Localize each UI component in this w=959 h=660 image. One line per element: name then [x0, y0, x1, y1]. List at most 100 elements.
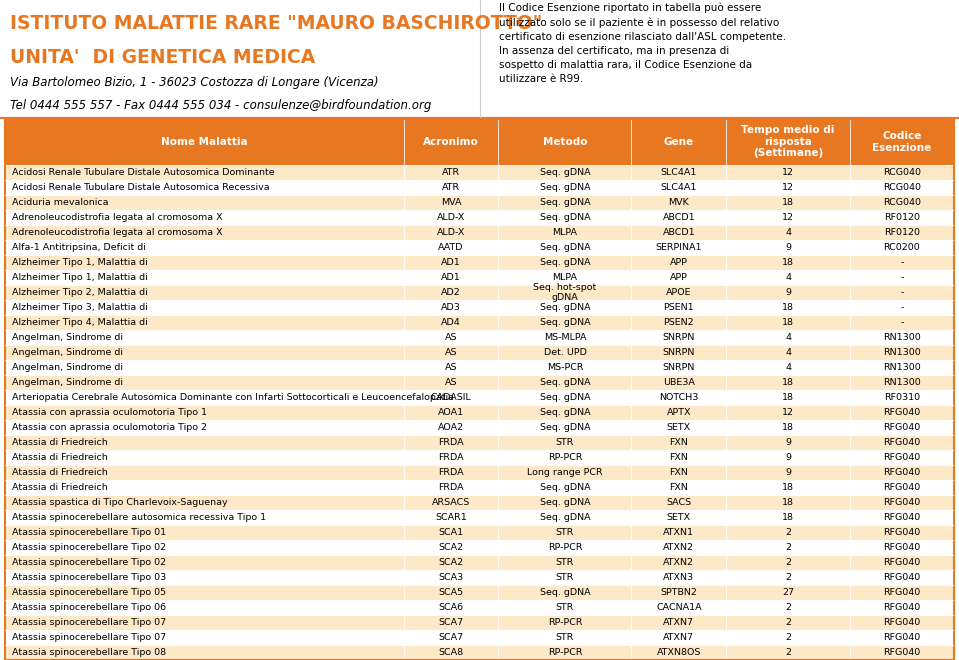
- Text: 2: 2: [785, 573, 791, 582]
- Text: AOA2: AOA2: [438, 423, 464, 432]
- Text: 4: 4: [785, 348, 791, 357]
- FancyBboxPatch shape: [631, 615, 726, 630]
- Text: SETX: SETX: [667, 513, 690, 522]
- FancyBboxPatch shape: [404, 330, 499, 345]
- FancyBboxPatch shape: [404, 525, 499, 540]
- Text: 4: 4: [785, 273, 791, 282]
- Text: ATR: ATR: [442, 183, 460, 192]
- FancyBboxPatch shape: [499, 270, 631, 285]
- Text: Adrenoleucodistrofia legata al cromosoma X: Adrenoleucodistrofia legata al cromosoma…: [12, 228, 223, 237]
- FancyBboxPatch shape: [726, 570, 850, 585]
- Text: 9: 9: [785, 438, 791, 447]
- FancyBboxPatch shape: [631, 225, 726, 240]
- FancyBboxPatch shape: [726, 360, 850, 375]
- FancyBboxPatch shape: [726, 480, 850, 495]
- FancyBboxPatch shape: [726, 285, 850, 300]
- Text: RP-PCR: RP-PCR: [548, 453, 582, 462]
- Text: RFG040: RFG040: [883, 603, 921, 612]
- Text: 2: 2: [785, 603, 791, 612]
- Text: Atassia di Friedreich: Atassia di Friedreich: [12, 438, 108, 447]
- Text: -: -: [901, 258, 903, 267]
- Text: 2: 2: [785, 528, 791, 537]
- Text: Seq. gDNA: Seq. gDNA: [540, 213, 590, 222]
- FancyBboxPatch shape: [631, 285, 726, 300]
- FancyBboxPatch shape: [5, 420, 404, 435]
- FancyBboxPatch shape: [850, 165, 954, 180]
- Text: MS-MLPA: MS-MLPA: [544, 333, 586, 342]
- Text: AATD: AATD: [438, 243, 464, 252]
- FancyBboxPatch shape: [726, 119, 850, 165]
- Text: RFG040: RFG040: [883, 543, 921, 552]
- Text: SCA7: SCA7: [438, 618, 463, 627]
- Text: ATXN2: ATXN2: [664, 558, 694, 567]
- FancyBboxPatch shape: [850, 540, 954, 555]
- Text: RCG040: RCG040: [883, 183, 921, 192]
- Text: RF0310: RF0310: [884, 393, 920, 402]
- Text: SCAR1: SCAR1: [435, 513, 467, 522]
- FancyBboxPatch shape: [726, 615, 850, 630]
- FancyBboxPatch shape: [726, 435, 850, 450]
- FancyBboxPatch shape: [404, 195, 499, 210]
- Text: Atassia spinocerebellare Tipo 03: Atassia spinocerebellare Tipo 03: [12, 573, 167, 582]
- Text: Atassia spinocerebellare Tipo 08: Atassia spinocerebellare Tipo 08: [12, 648, 167, 657]
- Text: RN1300: RN1300: [883, 333, 921, 342]
- Text: 18: 18: [782, 378, 794, 387]
- Text: ARSACS: ARSACS: [432, 498, 470, 507]
- Text: MS-PCR: MS-PCR: [547, 363, 583, 372]
- FancyBboxPatch shape: [726, 630, 850, 645]
- Text: Metodo: Metodo: [543, 137, 587, 147]
- FancyBboxPatch shape: [631, 420, 726, 435]
- Text: -: -: [901, 303, 903, 312]
- FancyBboxPatch shape: [499, 119, 631, 165]
- Text: Codice
Esenzione: Codice Esenzione: [873, 131, 931, 152]
- FancyBboxPatch shape: [5, 435, 404, 450]
- Text: APOE: APOE: [667, 288, 691, 297]
- Text: STR: STR: [556, 558, 574, 567]
- FancyBboxPatch shape: [726, 240, 850, 255]
- FancyBboxPatch shape: [404, 540, 499, 555]
- Text: Arteriopatia Cerebrale Autosomica Dominante con Infarti Sottocorticali e Leucoen: Arteriopatia Cerebrale Autosomica Domina…: [12, 393, 455, 402]
- FancyBboxPatch shape: [850, 345, 954, 360]
- Text: Atassia spinocerebellare Tipo 02: Atassia spinocerebellare Tipo 02: [12, 558, 167, 567]
- FancyBboxPatch shape: [5, 615, 404, 630]
- Text: Seq. hot-spot
gDNA: Seq. hot-spot gDNA: [533, 282, 596, 302]
- Text: 9: 9: [785, 468, 791, 477]
- Text: ATXN7: ATXN7: [664, 633, 694, 642]
- FancyBboxPatch shape: [499, 600, 631, 615]
- Text: Atassia di Friedreich: Atassia di Friedreich: [12, 468, 108, 477]
- Text: UNITA'  DI GENETICA MEDICA: UNITA' DI GENETICA MEDICA: [10, 48, 315, 67]
- Text: -: -: [901, 318, 903, 327]
- FancyBboxPatch shape: [5, 240, 404, 255]
- FancyBboxPatch shape: [850, 119, 954, 165]
- Text: ATXN8OS: ATXN8OS: [657, 648, 701, 657]
- FancyBboxPatch shape: [404, 420, 499, 435]
- Text: Via Bartolomeo Bizio, 1 - 36023 Costozza di Longare (Vicenza): Via Bartolomeo Bizio, 1 - 36023 Costozza…: [10, 76, 378, 89]
- Text: AD4: AD4: [441, 318, 461, 327]
- FancyBboxPatch shape: [404, 255, 499, 270]
- Text: Seq. gDNA: Seq. gDNA: [540, 498, 590, 507]
- Text: Atassia spastica di Tipo Charlevoix-Saguenay: Atassia spastica di Tipo Charlevoix-Sagu…: [12, 498, 228, 507]
- Text: ALD-X: ALD-X: [437, 228, 465, 237]
- FancyBboxPatch shape: [5, 525, 404, 540]
- FancyBboxPatch shape: [631, 405, 726, 420]
- Text: RP-PCR: RP-PCR: [548, 648, 582, 657]
- FancyBboxPatch shape: [404, 300, 499, 315]
- Text: MVA: MVA: [441, 198, 461, 207]
- Text: RN1300: RN1300: [883, 378, 921, 387]
- Text: 18: 18: [782, 198, 794, 207]
- Text: ATXN7: ATXN7: [664, 618, 694, 627]
- Text: RFG040: RFG040: [883, 573, 921, 582]
- FancyBboxPatch shape: [499, 315, 631, 330]
- FancyBboxPatch shape: [726, 510, 850, 525]
- FancyBboxPatch shape: [850, 585, 954, 600]
- FancyBboxPatch shape: [5, 315, 404, 330]
- FancyBboxPatch shape: [726, 210, 850, 225]
- Text: Alfa-1 Antitripsina, Deficit di: Alfa-1 Antitripsina, Deficit di: [12, 243, 147, 252]
- FancyBboxPatch shape: [631, 390, 726, 405]
- Text: AS: AS: [445, 378, 457, 387]
- FancyBboxPatch shape: [631, 555, 726, 570]
- Text: Seq. gDNA: Seq. gDNA: [540, 423, 590, 432]
- FancyBboxPatch shape: [499, 285, 631, 300]
- FancyBboxPatch shape: [404, 645, 499, 660]
- FancyBboxPatch shape: [850, 555, 954, 570]
